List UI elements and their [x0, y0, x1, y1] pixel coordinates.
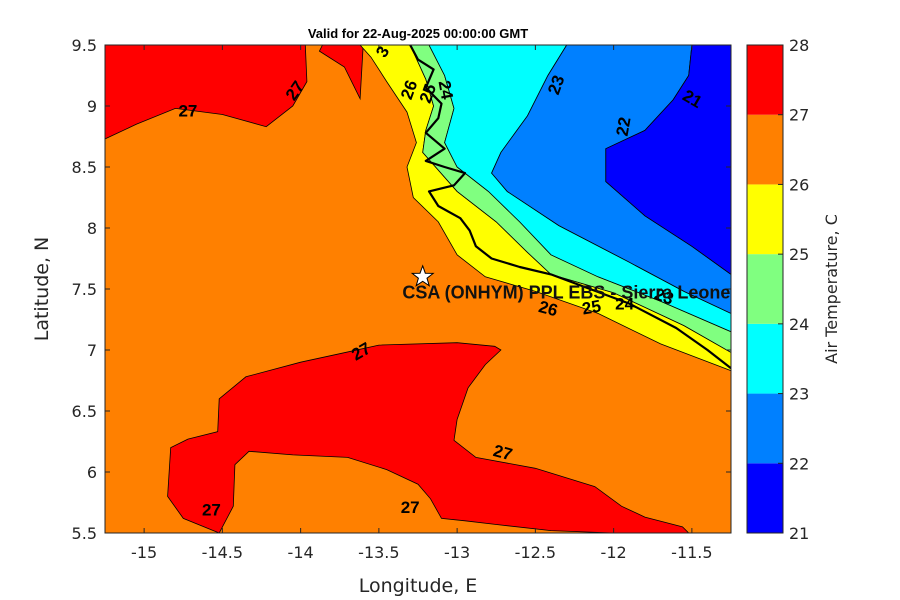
y-tick-label: 7.5 — [72, 280, 97, 299]
y-axis: 5.5 6 6.5 7 7.5 8 8.5 9 9.5 — [72, 36, 731, 543]
y-tick-label: 6.5 — [72, 402, 97, 421]
y-tick-label: 9 — [87, 97, 97, 116]
contour-label: 24 — [615, 294, 634, 313]
y-tick-label: 8.5 — [72, 158, 97, 177]
y-tick-label: 8 — [87, 219, 97, 238]
colorbar-tick-label: 26 — [789, 175, 809, 194]
region-27 — [167, 342, 690, 533]
colorbar-tick-label: 25 — [789, 245, 809, 264]
y-tick-label: 9.5 — [72, 36, 97, 55]
chart-title: Valid for 22-Aug-2025 00:00:00 GMT — [308, 26, 528, 41]
site-annotation: CSA (ONHYM) PPL EBS - Sierra Leone — [402, 283, 730, 303]
y-tick-label: 5.5 — [72, 524, 97, 543]
y-tick-label: 7 — [87, 341, 97, 360]
colorbar-segment — [747, 114, 783, 185]
x-tick-label: -12 — [601, 543, 627, 562]
x-tick-label: -15 — [131, 543, 157, 562]
temperature-regions — [105, 45, 731, 533]
contour-label: 27 — [202, 501, 221, 520]
colorbar-label: Air Temperature, C — [822, 214, 841, 364]
contour-label: 27 — [178, 102, 197, 121]
star-marker — [410, 264, 435, 287]
colorbar-segment — [747, 463, 783, 533]
colorbar-tick-label: 28 — [789, 36, 809, 55]
colorbar-tick-label: 21 — [789, 524, 809, 543]
x-tick-label: -13 — [444, 543, 470, 562]
site-marker — [410, 264, 435, 287]
y-axis-label: Latitude, N — [31, 237, 53, 342]
x-axis-label: Longitude, E — [359, 575, 478, 597]
y-tick-label: 6 — [87, 463, 97, 482]
coastline-path — [409, 45, 731, 370]
region-21 — [605, 45, 731, 275]
colorbar-segment — [747, 254, 783, 324]
contour-label: 27 — [491, 441, 514, 464]
colorbar-tick-label: 22 — [789, 454, 809, 473]
x-tick-label: -13.5 — [358, 543, 399, 562]
colorbar: 21 22 23 24 25 26 27 28 — [746, 36, 809, 543]
x-tick-label: -11.5 — [671, 543, 712, 562]
colorbar-segment — [747, 323, 783, 394]
region-27 — [105, 45, 308, 140]
x-axis: -15 -14.5 -14 -13.5 -13 -12.5 -12 -11.5 — [131, 45, 713, 562]
colorbar-segment — [747, 45, 783, 115]
colorbar-segment — [747, 184, 783, 255]
contour-label: 26 — [537, 297, 560, 320]
colorbar-tick-label: 24 — [789, 315, 809, 334]
contour-label: 24 — [435, 79, 457, 101]
plot-area — [105, 45, 731, 533]
contour-label: 27 — [401, 498, 420, 517]
region-27 — [318, 45, 364, 101]
contour-label: 25 — [581, 297, 603, 319]
contour-label: 22 — [613, 116, 635, 138]
coastline — [409, 45, 731, 370]
x-tick-label: -14.5 — [202, 543, 243, 562]
colorbar-tick-label: 23 — [789, 385, 809, 404]
x-tick-label: -12.5 — [515, 543, 556, 562]
x-tick-label: -14 — [288, 543, 314, 562]
colorbar-segment — [747, 393, 783, 464]
colorbar-tick-label: 27 — [789, 106, 809, 125]
colorbar-frame — [746, 44, 784, 534]
